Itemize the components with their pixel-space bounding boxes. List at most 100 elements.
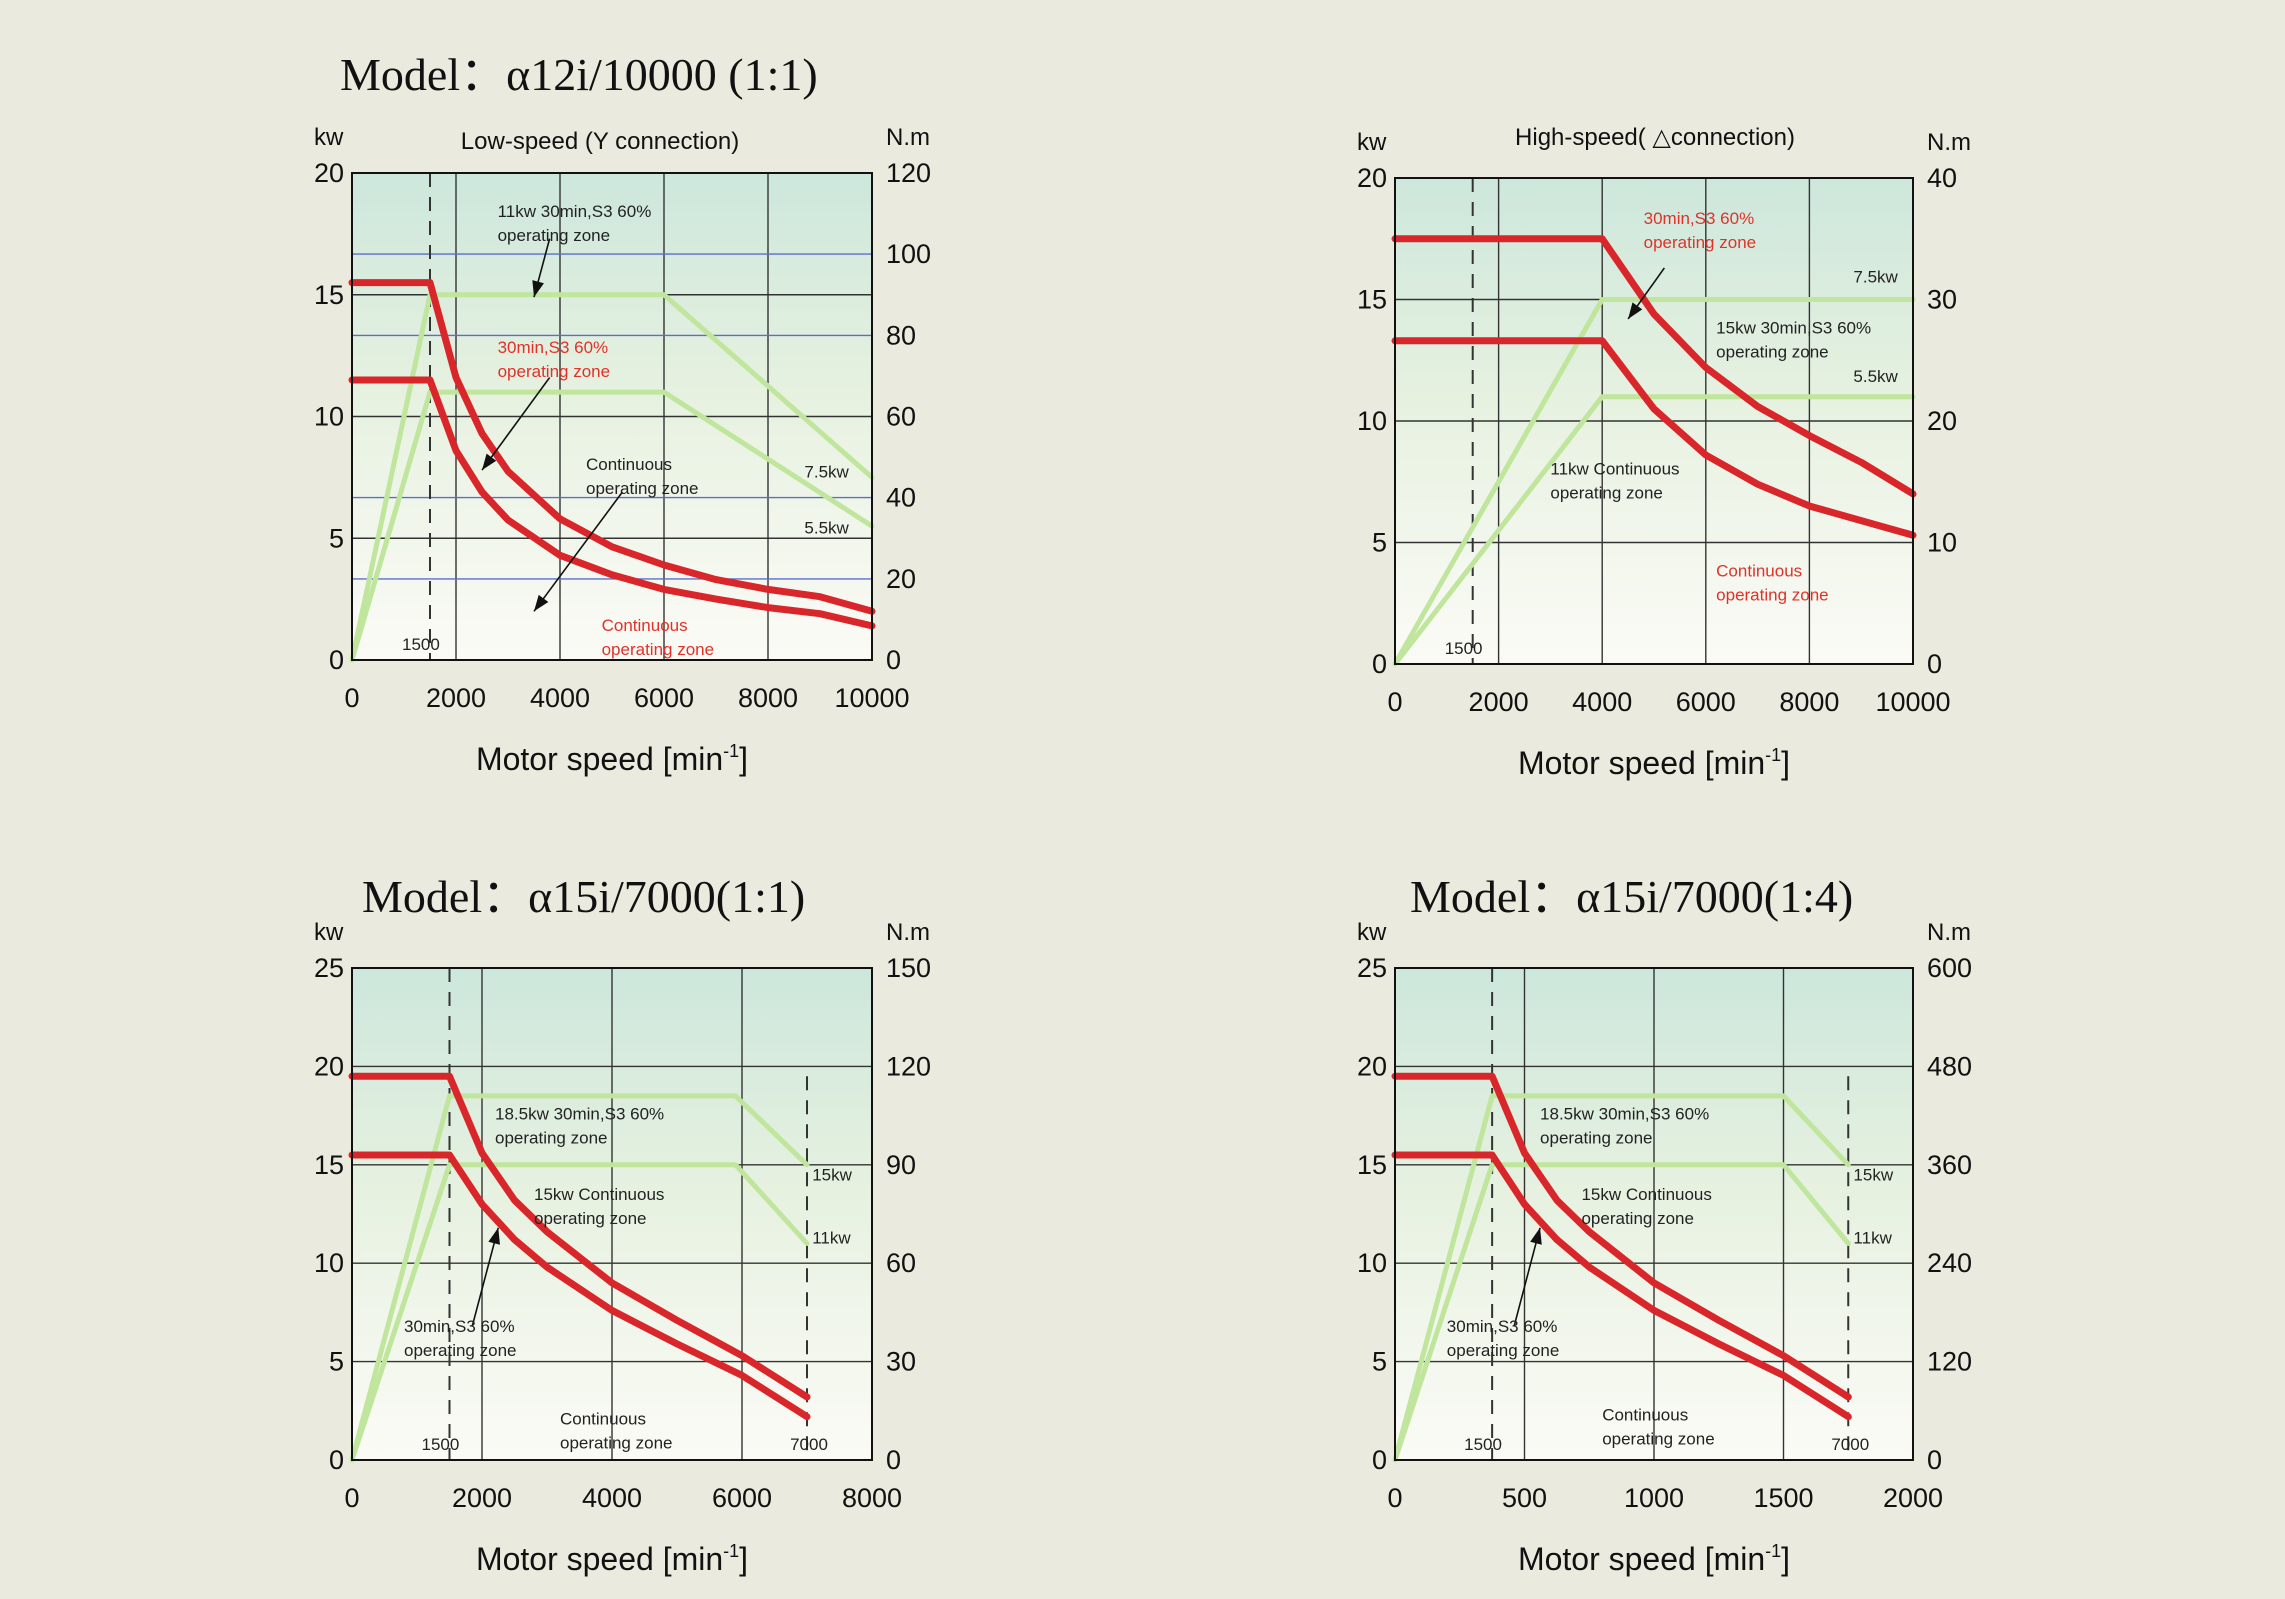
x-tick-label: 8000 <box>842 1483 902 1513</box>
zone-annotation: 15kw 30min,S3 60% <box>1716 319 1871 338</box>
annotation-arrow <box>1513 1227 1541 1327</box>
y-right-tick-label: 90 <box>886 1150 916 1180</box>
zone-annotation: Continuous <box>602 616 688 635</box>
y-left-tick-label: 0 <box>329 645 344 675</box>
zone-annotation: Continuous <box>1716 562 1802 581</box>
zone-annotation: 7.5kw <box>804 462 849 481</box>
y-left-tick-label: 20 <box>314 1051 344 1081</box>
annotation-arrowhead <box>488 1227 500 1245</box>
y-right-tick-label: 120 <box>886 1051 931 1081</box>
chart-alpha12i-high-speed: 30min,S3 60% operating zone 7.5kw 15kw 30mi… <box>1357 124 1971 781</box>
y-left-tick-label: 5 <box>329 523 344 553</box>
plot-frame <box>1394 177 1914 665</box>
base-speed-label: 1500 <box>1464 1435 1502 1454</box>
y-left-tick-label: 15 <box>1357 1150 1387 1180</box>
y-left-tick-label: 20 <box>1357 163 1387 193</box>
y-right-tick-label: 80 <box>886 320 916 350</box>
zone-annotation: 30min,S3 60% <box>1644 209 1755 228</box>
zone-annotation: 15kw Continuous <box>1581 1185 1711 1204</box>
zone-annotation: operating zone <box>404 1341 516 1360</box>
y-left-tick-label: 5 <box>1372 528 1387 558</box>
y-right-tick-label: 60 <box>886 1248 916 1278</box>
zone-annotation: operating zone <box>1716 586 1828 605</box>
y-right-unit: N.m <box>1927 129 1971 156</box>
y-left-unit: kw <box>314 919 344 946</box>
annotation-arrowhead <box>1628 302 1643 319</box>
x-tick-label: 6000 <box>1676 687 1736 717</box>
base-speed-label: 1500 <box>422 1435 460 1454</box>
output-series-line <box>1391 235 1917 498</box>
zone-annotation: 15kw <box>812 1166 852 1185</box>
chart-alpha12i-low-speed: 11kw 30min,S3 60% operating zone 30min,S3 … <box>314 49 931 777</box>
zone-annotation: Continuous <box>560 1410 646 1429</box>
x-tick-label: 2000 <box>426 683 486 713</box>
zone-annotation: operating zone <box>1447 1341 1559 1360</box>
zone-annotation: 30min,S3 60% <box>404 1317 515 1336</box>
chart-subtitle: High-speed( △connection) <box>1515 124 1795 151</box>
torque-series-line <box>349 292 875 663</box>
zone-annotation: operating zone <box>560 1434 672 1453</box>
y-right-unit: N.m <box>886 919 930 946</box>
y-left-tick-label: 20 <box>1357 1051 1387 1081</box>
torque-series-line <box>1392 1162 1851 1463</box>
x-tick-label: 500 <box>1502 1483 1547 1513</box>
y-left-tick-label: 10 <box>314 1248 344 1278</box>
y-right-tick-label: 150 <box>886 953 931 983</box>
y-right-tick-label: 30 <box>886 1347 916 1377</box>
base-speed-label: 1500 <box>402 635 440 654</box>
annotation-arrowhead <box>1530 1227 1542 1245</box>
chart-subtitle: Low-speed (Y connection) <box>461 128 739 155</box>
y-right-tick-label: 60 <box>886 402 916 432</box>
output-series-line <box>348 376 876 630</box>
zone-annotation: 30min,S3 60% <box>498 338 609 357</box>
x-axis-label: Motor speed [min-1] <box>1518 1541 1790 1577</box>
y-right-tick-label: 0 <box>1927 1445 1942 1475</box>
y-right-tick-label: 20 <box>886 564 916 594</box>
zone-annotation: operating zone <box>498 362 610 381</box>
zone-annotation: 7.5kw <box>1853 267 1898 286</box>
x-tick-label: 4000 <box>582 1483 642 1513</box>
zone-annotation: operating zone <box>602 640 714 659</box>
x-tick-label: 0 <box>344 683 359 713</box>
annotation-arrowhead <box>532 280 544 298</box>
zone-annotation: operating zone <box>534 1209 646 1228</box>
zone-annotation: 11kw <box>1853 1229 1892 1248</box>
torque-series-line <box>1392 297 1916 667</box>
output-series-line <box>348 1072 811 1401</box>
x-axis-label: Motor speed [min-1] <box>476 1541 748 1577</box>
torque-series-line <box>349 389 875 663</box>
x-tick-label: 8000 <box>1779 687 1839 717</box>
output-series-line <box>348 279 876 615</box>
output-series-line <box>1391 1151 1852 1421</box>
zone-annotation: operating zone <box>498 226 610 245</box>
x-tick-label: 4000 <box>530 683 590 713</box>
x-tick-label: 0 <box>1387 687 1402 717</box>
zone-annotation: 11kw 30min,S3 60% <box>498 202 652 221</box>
y-right-tick-label: 100 <box>886 239 931 269</box>
zone-annotation: operating zone <box>1716 343 1828 362</box>
zone-annotation: 5.5kw <box>1853 367 1898 386</box>
plot-frame <box>351 967 873 1461</box>
x-tick-label: 6000 <box>634 683 694 713</box>
plot-frame <box>351 172 873 661</box>
y-left-unit: kw <box>1357 919 1387 946</box>
y-left-tick-label: 20 <box>314 158 344 188</box>
y-right-tick-label: 30 <box>1927 285 1957 315</box>
zone-annotation: Continuous <box>586 455 672 474</box>
chart-title: Model：α15i/7000(1:4) <box>1410 871 1853 922</box>
zone-annotation: 30min,S3 60% <box>1447 1317 1558 1336</box>
zone-annotation: operating zone <box>586 479 698 498</box>
chart-title: Model：α15i/7000(1:1) <box>362 871 805 922</box>
y-right-tick-label: 0 <box>1927 649 1942 679</box>
x-tick-label: 10000 <box>834 683 909 713</box>
y-right-tick-label: 240 <box>1927 1248 1972 1278</box>
y-left-tick-label: 10 <box>314 402 344 432</box>
x-tick-label: 10000 <box>1875 687 1950 717</box>
zone-annotation: operating zone <box>1644 233 1756 252</box>
y-left-tick-label: 15 <box>314 280 344 310</box>
y-right-tick-label: 40 <box>1927 163 1957 193</box>
max-speed-label: 7000 <box>790 1435 828 1454</box>
zone-annotation: operating zone <box>1550 483 1662 502</box>
y-right-tick-label: 360 <box>1927 1150 1972 1180</box>
